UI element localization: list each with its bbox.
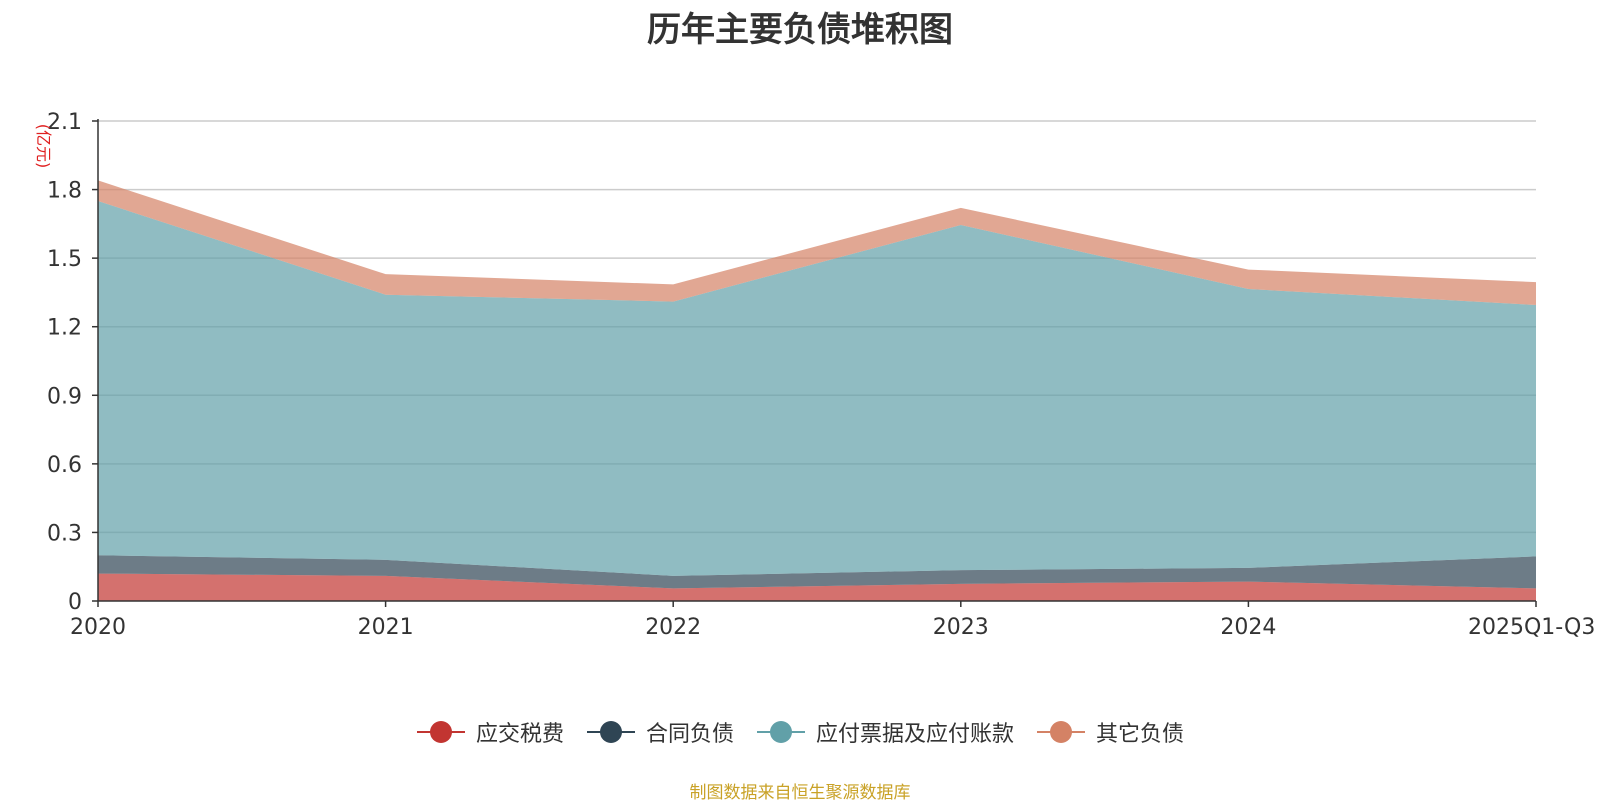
- x-tick-label: 2022: [645, 615, 701, 640]
- x-tick-label: 2021: [358, 615, 414, 640]
- y-tick-label: 0.6: [47, 453, 82, 478]
- legend-item[interactable]: 应付票据及应付账款: [756, 716, 1014, 748]
- legend-marker: [416, 721, 465, 743]
- legend-item[interactable]: 合同负债: [586, 716, 734, 748]
- area-2: [98, 555, 1536, 589]
- legend-label: 合同负债: [645, 722, 734, 747]
- area-3: [98, 201, 1536, 576]
- y-tick-label: 0.9: [47, 384, 82, 409]
- y-tick-label: 2.1: [47, 110, 82, 135]
- legend-label: 应付票据及应付账款: [816, 722, 1015, 747]
- y-tick-label: 0.3: [47, 521, 82, 546]
- legend-marker: [1037, 721, 1086, 743]
- area-4: [98, 180, 1536, 305]
- x-tick-label: 2025Q1-Q3: [1468, 615, 1595, 640]
- legend-item[interactable]: 其它负债: [1036, 716, 1184, 748]
- legend-item[interactable]: 应交税费: [416, 716, 564, 748]
- y-tick-label: 1.5: [47, 247, 82, 272]
- area-1: [98, 573, 1536, 601]
- area-series: [98, 180, 1536, 601]
- y-tick-label: 0: [68, 590, 82, 615]
- x-tick-label: 2023: [933, 615, 989, 640]
- chart-title: 历年主要负债堆积图: [647, 10, 953, 50]
- source-note: 制图数据来自恒生聚源数据库: [689, 783, 911, 803]
- legend-marker: [757, 721, 805, 743]
- legend-label: 其它负债: [1096, 722, 1185, 747]
- y-tick-label: 1.8: [47, 179, 82, 204]
- axes: 0 0.3 0.6 0.9 1.2 1.5 1.8 2.1 2020 2021 2022 2023 20…: [47, 110, 1595, 640]
- y-axis-label: (亿元): [34, 124, 53, 169]
- legend: 应交税费 合同负债 应付票据及应付账款 其它负债: [0, 716, 1600, 748]
- legend-label: 应交税费: [475, 722, 564, 747]
- x-tick-label: 2020: [70, 615, 126, 640]
- legend-marker: [586, 721, 635, 743]
- y-tick-label: 1.2: [47, 316, 82, 341]
- x-tick-label: 2024: [1220, 615, 1276, 640]
